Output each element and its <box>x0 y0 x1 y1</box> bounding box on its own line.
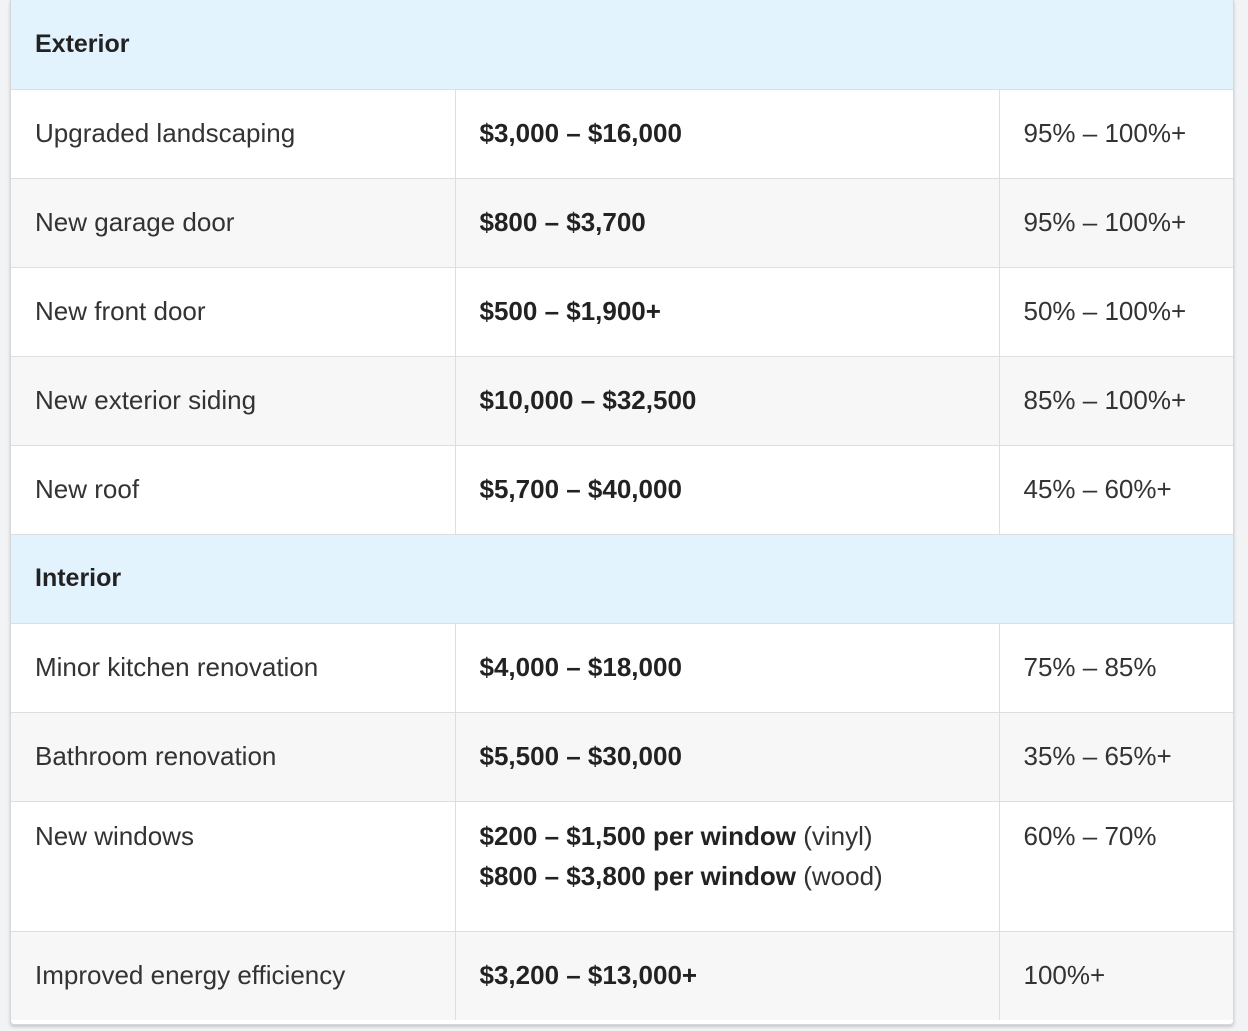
roi-range: 35% – 65%+ <box>999 712 1233 802</box>
cost-range: $800 – $3,700 <box>455 178 1000 268</box>
table-row: Improved energy efficiency $3,200 – $13,… <box>11 931 1233 1020</box>
roi-range: 45% – 60%+ <box>999 445 1233 535</box>
section-title: Interior <box>11 534 1233 624</box>
roi-range-text: 60% – 70% <box>1023 820 1157 851</box>
cost-range: $4,000 – $18,000 <box>455 623 1000 713</box>
roi-range: 75% – 85% <box>999 623 1233 713</box>
project-name-text: New windows <box>35 820 194 851</box>
table-row: Minor kitchen renovation $4,000 – $18,00… <box>11 623 1233 713</box>
table-row: Upgraded landscaping $3,000 – $16,000 95… <box>11 89 1233 179</box>
section-header-exterior: Exterior <box>11 0 1233 90</box>
cost-table-container: Exterior Upgraded landscaping $3,000 – $… <box>10 0 1234 1025</box>
project-name: Minor kitchen renovation <box>11 623 456 713</box>
project-name: New garage door <box>11 178 456 268</box>
cost-range: $5,500 – $30,000 <box>455 712 1000 802</box>
cost-value: $200 – $1,500 per window <box>479 820 797 851</box>
cost-note: (vinyl) <box>803 820 873 851</box>
cost-range: $500 – $1,900+ <box>455 267 1000 357</box>
project-name: Bathroom renovation <box>11 712 456 802</box>
renovation-cost-table: Exterior Upgraded landscaping $3,000 – $… <box>11 0 1233 1020</box>
cost-range: $3,000 – $16,000 <box>455 89 1000 179</box>
roi-range: 85% – 100%+ <box>999 356 1233 446</box>
table-row: New windows $200 – $1,500 per window (vi… <box>11 801 1233 932</box>
roi-range: 100%+ <box>999 931 1233 1020</box>
table-row: New front door $500 – $1,900+ 50% – 100%… <box>11 267 1233 357</box>
project-name: New exterior siding <box>11 356 456 446</box>
cost-value: $800 – $3,800 per window <box>479 860 797 891</box>
roi-range: 60% – 70% <box>999 801 1233 932</box>
cost-note: (wood) <box>803 860 883 891</box>
table-row: Bathroom renovation $5,500 – $30,000 35%… <box>11 712 1233 802</box>
cost-range: $10,000 – $32,500 <box>455 356 1000 446</box>
cost-range: $5,700 – $40,000 <box>455 445 1000 535</box>
roi-range: 95% – 100%+ <box>999 178 1233 268</box>
cost-range: $200 – $1,500 per window (vinyl) $800 – … <box>455 801 1000 932</box>
project-name: New front door <box>11 267 456 357</box>
table-row: New exterior siding $10,000 – $32,500 85… <box>11 356 1233 446</box>
cost-range: $3,200 – $13,000+ <box>455 931 1000 1020</box>
table-row: New garage door $800 – $3,700 95% – 100%… <box>11 178 1233 268</box>
cost-line-wood: $800 – $3,800 per window (wood) <box>480 856 975 896</box>
roi-range: 95% – 100%+ <box>999 89 1233 179</box>
project-name: New roof <box>11 445 456 535</box>
roi-range: 50% – 100%+ <box>999 267 1233 357</box>
project-name: Upgraded landscaping <box>11 89 456 179</box>
project-name: New windows <box>11 801 456 932</box>
table-row: New roof $5,700 – $40,000 45% – 60%+ <box>11 445 1233 535</box>
section-title: Exterior <box>11 0 1233 90</box>
section-header-interior: Interior <box>11 534 1233 624</box>
cost-line-vinyl: $200 – $1,500 per window (vinyl) <box>480 816 975 856</box>
project-name: Improved energy efficiency <box>11 931 456 1020</box>
